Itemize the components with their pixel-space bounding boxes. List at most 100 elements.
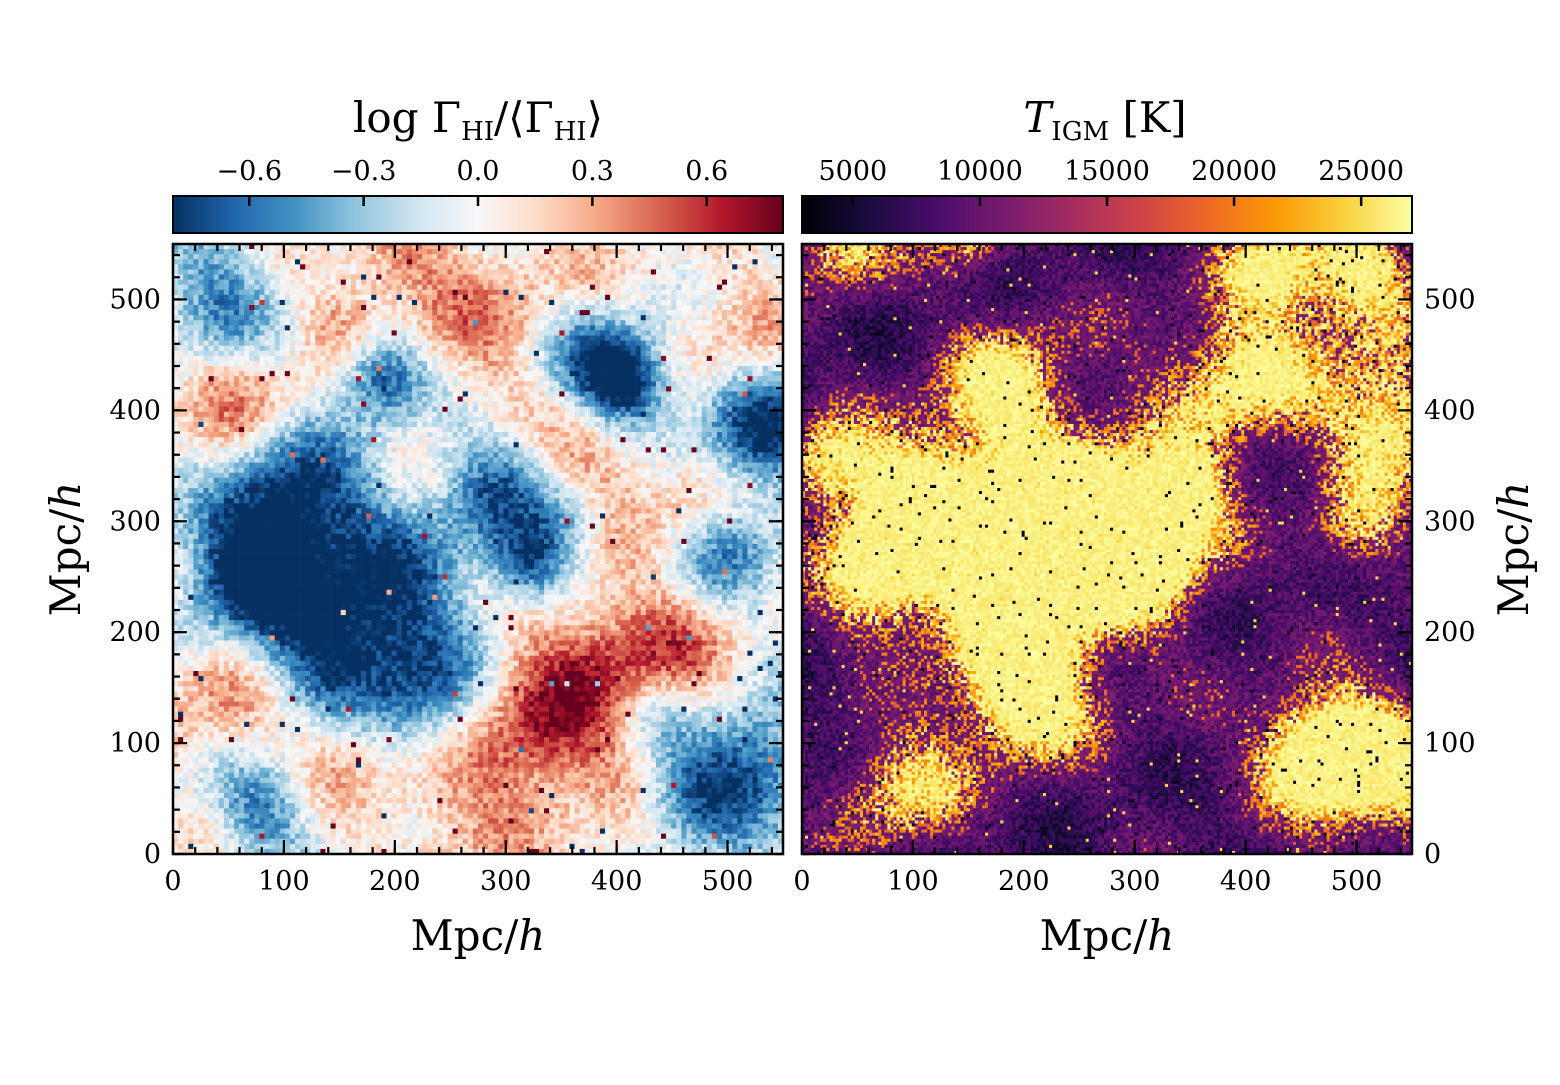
heatmap-cell — [259, 264, 264, 269]
heatmap-cell — [737, 264, 742, 269]
heatmap-cell — [712, 264, 717, 269]
heatmap-cell — [524, 264, 529, 269]
heatmap-cell — [478, 259, 483, 264]
heatmap-cell — [468, 259, 473, 264]
heatmap-cell — [326, 254, 331, 259]
heatmap-cell — [254, 249, 259, 254]
heatmap-cell — [620, 249, 625, 254]
heatmap-cell — [407, 249, 412, 254]
heatmap-cell — [742, 254, 747, 259]
heatmap-cell — [432, 269, 437, 274]
heatmap-cell — [580, 259, 585, 264]
heatmap-cell — [605, 264, 610, 269]
heatmap-cell — [478, 264, 483, 269]
heatmap-cell — [488, 249, 493, 254]
heatmap-cell — [209, 254, 214, 259]
heatmap-cell — [539, 264, 544, 269]
heatmap-cell — [275, 269, 280, 274]
heatmap-cell — [310, 264, 315, 269]
heatmap-cell — [310, 269, 315, 274]
heatmap-cell — [529, 259, 534, 264]
heatmap-cell — [397, 254, 402, 259]
heatmap-cell — [239, 264, 244, 269]
heatmap-cell — [727, 259, 732, 264]
heatmap-cell — [529, 249, 534, 254]
heatmap-cell — [412, 269, 417, 274]
heatmap-cell — [290, 259, 295, 264]
heatmap-cell — [442, 259, 447, 264]
heatmap-cell — [224, 249, 229, 254]
heatmap-cell — [620, 259, 625, 264]
heatmap-cell — [585, 264, 590, 269]
heatmap-cell — [265, 259, 270, 264]
heatmap-cell — [351, 254, 356, 259]
heatmap-cell — [737, 254, 742, 259]
heatmap-cell — [397, 264, 402, 269]
heatmap-cell — [270, 254, 275, 259]
heatmap-cell — [631, 264, 636, 269]
heatmap-cell — [448, 254, 453, 259]
heatmap-cell — [198, 259, 203, 264]
heatmap-cell — [295, 249, 300, 254]
heatmap-cell — [295, 254, 300, 259]
heatmap-cell — [341, 269, 346, 274]
heatmap-cell — [483, 254, 488, 259]
heatmap-cell — [234, 259, 239, 264]
heatmap-cell — [671, 264, 676, 269]
heatmap-cell — [346, 269, 351, 274]
heatmap-cell — [773, 259, 778, 264]
heatmap-cell — [488, 259, 493, 264]
heatmap-cell — [600, 264, 605, 269]
heatmap-cell — [280, 259, 285, 264]
heatmap-cell — [336, 254, 341, 259]
heatmap-cell — [437, 264, 442, 269]
heatmap-cell — [529, 254, 534, 259]
heatmap-cell — [244, 264, 249, 269]
heatmap-cell — [351, 264, 356, 269]
heatmap-cell — [381, 269, 386, 274]
heatmap-cell — [509, 264, 514, 269]
heatmap-cell — [326, 269, 331, 274]
heatmap-cell — [346, 259, 351, 264]
heatmap-cell — [697, 259, 702, 264]
heatmap-cell — [549, 264, 554, 269]
heatmap-cell — [336, 259, 341, 264]
heatmap-cell — [407, 259, 412, 264]
heatmap-cell — [295, 259, 300, 264]
heatmap-cell — [254, 259, 259, 264]
heatmap-cell — [605, 249, 610, 254]
heatmap-cell — [442, 269, 447, 274]
heatmap-cell — [432, 249, 437, 254]
heatmap-cell — [234, 269, 239, 274]
heatmap-cell — [422, 264, 427, 269]
heatmap-cell — [244, 269, 249, 274]
heatmap-cell — [183, 259, 188, 264]
heatmap-cell — [341, 254, 346, 259]
heatmap-cell — [371, 259, 376, 264]
heatmap-cell — [620, 254, 625, 259]
heatmap-cell — [625, 264, 630, 269]
heatmap-cell — [422, 269, 427, 274]
heatmap-cell — [519, 259, 524, 264]
heatmap-cell — [392, 264, 397, 269]
heatmap-cell — [214, 269, 219, 274]
heatmap-cell — [407, 269, 412, 274]
heatmap-cell — [519, 264, 524, 269]
heatmap-cell — [503, 259, 508, 264]
heatmap-cell — [463, 259, 468, 264]
heatmap-cell — [315, 269, 320, 274]
heatmap-cell — [631, 259, 636, 264]
colorbar-tick-label: 0.3 — [571, 156, 614, 187]
heatmap-cell — [310, 259, 315, 264]
heatmap-cell — [519, 249, 524, 254]
heatmap-cell — [575, 254, 580, 259]
heatmap-cell — [300, 254, 305, 259]
heatmap-cell — [198, 249, 203, 254]
heatmap-cell — [590, 259, 595, 264]
heatmap-cell — [376, 249, 381, 254]
colorbar-tick-label: 0.6 — [685, 156, 728, 187]
heatmap-cell — [229, 269, 234, 274]
heatmap-cell — [564, 254, 569, 259]
heatmap-cell — [437, 259, 442, 264]
heatmap-cell — [178, 259, 183, 264]
